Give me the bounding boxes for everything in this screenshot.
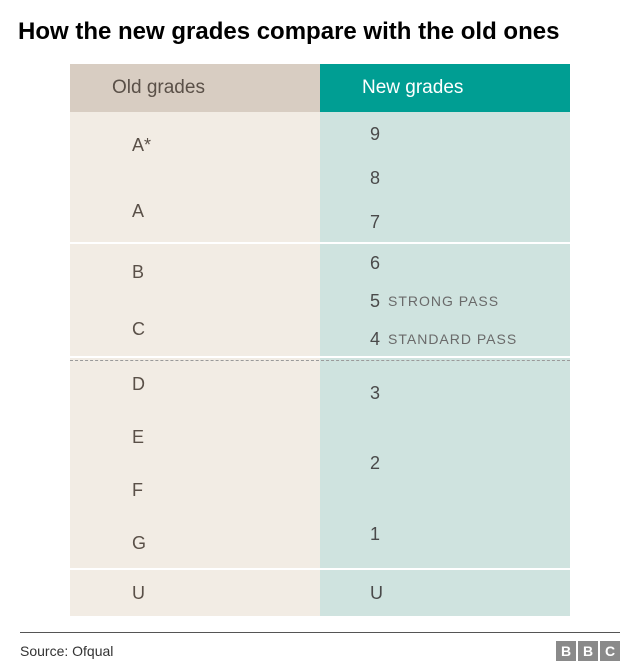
- new-grade-value: 7: [370, 212, 380, 233]
- bbc-logo-letter: C: [600, 641, 620, 661]
- source-label: Source: Ofqual: [20, 643, 113, 659]
- old-grade-cell: D: [70, 358, 320, 411]
- new-grade-cell: 2: [320, 429, 570, 500]
- bbc-logo-letter: B: [578, 641, 598, 661]
- dashed-divider: [70, 360, 570, 361]
- new-grade-cell: 4 STANDARD PASS: [320, 320, 570, 358]
- new-grade-value: 9: [370, 124, 380, 145]
- header-old-grades: Old grades: [70, 64, 320, 112]
- old-grade-cell: B: [70, 244, 320, 301]
- new-section: 9 8 7: [320, 112, 570, 244]
- column-old-grades: A*ABCDEFGU: [70, 112, 320, 616]
- new-grade-cell: 1: [320, 499, 570, 570]
- column-new-grades: 9 8 7 6 5 STRONG PASS 4 STANDARD PASS 3 2 1 U: [320, 112, 570, 616]
- new-grade-value: 8: [370, 168, 380, 189]
- new-grade-cell: 8: [320, 156, 570, 200]
- new-grade-value: 2: [370, 453, 380, 474]
- bbc-logo-letter: B: [556, 641, 576, 661]
- new-grade-cell: 5 STRONG PASS: [320, 282, 570, 320]
- new-grade-value: 5: [370, 291, 380, 312]
- old-grade-cell: U: [70, 570, 320, 616]
- new-grade-cell: U: [320, 570, 570, 616]
- new-section: 6 5 STRONG PASS 4 STANDARD PASS: [320, 244, 570, 358]
- new-grade-cell: 3: [320, 358, 570, 429]
- old-grade-cell: E: [70, 411, 320, 464]
- chart-body: A*ABCDEFGU 98765STRONG PASS4STANDARD PAS…: [70, 112, 570, 616]
- grade-annotation: STANDARD PASS: [388, 331, 517, 347]
- new-grade-value: 6: [370, 253, 380, 274]
- old-grade-cell: C: [70, 301, 320, 358]
- header-new-grades: New grades: [320, 64, 570, 112]
- old-grade-cell: A: [70, 178, 320, 244]
- old-grade-cell: A*: [70, 112, 320, 178]
- new-grade-cell: 9: [320, 112, 570, 156]
- new-grade-cell: 7: [320, 200, 570, 244]
- footer: Source: Ofqual B B C: [18, 633, 622, 661]
- old-section: A*A: [70, 112, 320, 244]
- old-grade-cell: G: [70, 517, 320, 570]
- header-row: Old grades New grades: [70, 64, 570, 112]
- new-grade-value: 4: [370, 329, 380, 350]
- bbc-logo: B B C: [556, 641, 620, 661]
- old-grade-cell: F: [70, 464, 320, 517]
- old-section: DEFG: [70, 358, 320, 570]
- grade-annotation: STRONG PASS: [388, 293, 499, 309]
- old-section: BC: [70, 244, 320, 358]
- grade-comparison-chart: Old grades New grades A*ABCDEFGU 98765ST…: [70, 64, 570, 616]
- new-section: 3 2 1: [320, 358, 570, 570]
- new-grade-cell: 6: [320, 244, 570, 282]
- new-grade-value: 3: [370, 383, 380, 404]
- new-section: U: [320, 570, 570, 616]
- new-grade-value: 1: [370, 524, 380, 545]
- chart-title: How the new grades compare with the old …: [18, 18, 622, 46]
- new-grade-value: U: [370, 583, 383, 604]
- old-section: U: [70, 570, 320, 616]
